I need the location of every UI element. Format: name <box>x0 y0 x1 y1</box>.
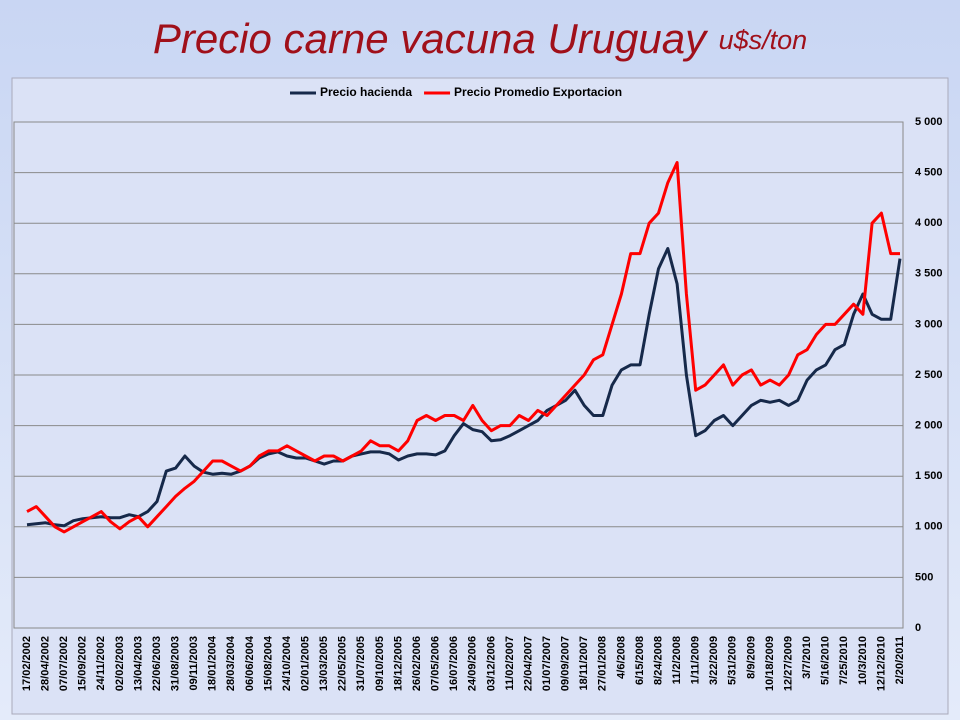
x-tick-label: 13/03/2005 <box>318 636 330 691</box>
x-tick-label: 24/09/2006 <box>467 636 479 691</box>
x-tick-label: 15/09/2002 <box>77 636 89 691</box>
y-tick-label: 5 000 <box>915 116 943 128</box>
series-line <box>26 247 902 528</box>
y-tick-label: 4 500 <box>915 167 943 179</box>
chart-title-group: Precio carne vacuna Uruguay u$s/ton <box>153 15 807 62</box>
x-tick-label: 24/10/2004 <box>281 635 293 691</box>
x-tick-label: 4/6/2008 <box>615 636 627 679</box>
x-tick-label: 07/05/2006 <box>430 636 442 691</box>
y-tick-label: 3 000 <box>915 318 943 330</box>
x-tick-label: 31/07/2005 <box>355 636 367 691</box>
x-tick-label: 2/20/2011 <box>894 636 906 684</box>
x-tick-label: 5/31/2009 <box>727 636 739 685</box>
x-tick-label: 22/04/2007 <box>522 636 534 691</box>
x-tick-label: 18/12/2005 <box>392 636 404 691</box>
x-tick-label: 16/07/2006 <box>448 636 460 691</box>
x-tick-label: 18/11/2007 <box>578 636 590 690</box>
x-tick-label: 27/01/2008 <box>597 636 609 691</box>
x-tick-label: 31/08/2003 <box>170 636 182 691</box>
x-tick-label: 11/02/2007 <box>504 636 516 690</box>
x-tick-label: 22/06/2003 <box>151 636 163 691</box>
x-tick-label: 06/06/2004 <box>244 635 256 691</box>
x-tick-label: 26/02/2006 <box>411 636 423 691</box>
x-tick-label: 10/18/2009 <box>764 636 776 691</box>
chart-title: Precio carne vacuna Uruguay <box>153 15 709 62</box>
y-tick-label: 1 500 <box>915 470 943 482</box>
legend-label: Precio hacienda <box>320 85 412 99</box>
legend-label: Precio Promedio Exportacion <box>454 85 622 99</box>
x-tick-label: 28/04/2002 <box>39 636 51 691</box>
x-tick-label: 12/27/2009 <box>782 636 794 691</box>
y-tick-label: 4 000 <box>915 217 943 229</box>
x-tick-label: 24/11/2002 <box>95 636 107 690</box>
y-tick-label: 1 000 <box>915 521 943 533</box>
x-tick-label: 10/3/2010 <box>857 636 869 685</box>
x-tick-label: 11/2/2008 <box>671 636 683 684</box>
x-tick-label: 15/08/2004 <box>262 635 274 691</box>
y-tick-label: 500 <box>915 571 933 583</box>
x-tick-label: 28/03/2004 <box>225 635 237 691</box>
x-tick-label: 22/05/2005 <box>337 636 349 691</box>
x-tick-label: 18/01/2004 <box>207 635 219 691</box>
x-tick-label: 5/16/2010 <box>820 636 832 685</box>
y-tick-label: 0 <box>915 622 921 634</box>
series-line <box>26 161 900 534</box>
x-tick-label: 13/04/2003 <box>132 636 144 691</box>
x-tick-label: 6/15/2008 <box>634 636 646 685</box>
x-tick-label: 02/02/2003 <box>114 636 126 691</box>
y-tick-label: 3 500 <box>915 268 943 280</box>
chart-subtitle: u$s/ton <box>719 25 808 55</box>
y-tick-label: 2 500 <box>915 369 943 381</box>
x-tick-label: 8/24/2008 <box>652 636 664 685</box>
x-tick-label: 02/01/2005 <box>300 636 312 691</box>
x-tick-label: 7/25/2010 <box>838 636 850 685</box>
x-tick-label: 12/12/2010 <box>875 636 887 691</box>
x-tick-label: 3/22/2009 <box>708 636 720 685</box>
x-tick-label: 8/9/2009 <box>745 636 757 679</box>
x-tick-label: 1/11/2009 <box>690 636 702 684</box>
x-tick-label: 3/7/2010 <box>801 636 813 679</box>
x-tick-label: 17/02/2002 <box>21 636 33 691</box>
y-tick-label: 2 000 <box>915 420 943 432</box>
x-tick-label: 09/09/2007 <box>560 636 572 691</box>
x-tick-label: 01/07/2007 <box>541 636 553 691</box>
x-tick-label: 09/11/2003 <box>188 636 200 690</box>
x-tick-label: 03/12/2006 <box>485 636 497 691</box>
x-tick-label: 07/07/2002 <box>58 636 70 691</box>
x-tick-label: 09/10/2005 <box>374 636 386 691</box>
